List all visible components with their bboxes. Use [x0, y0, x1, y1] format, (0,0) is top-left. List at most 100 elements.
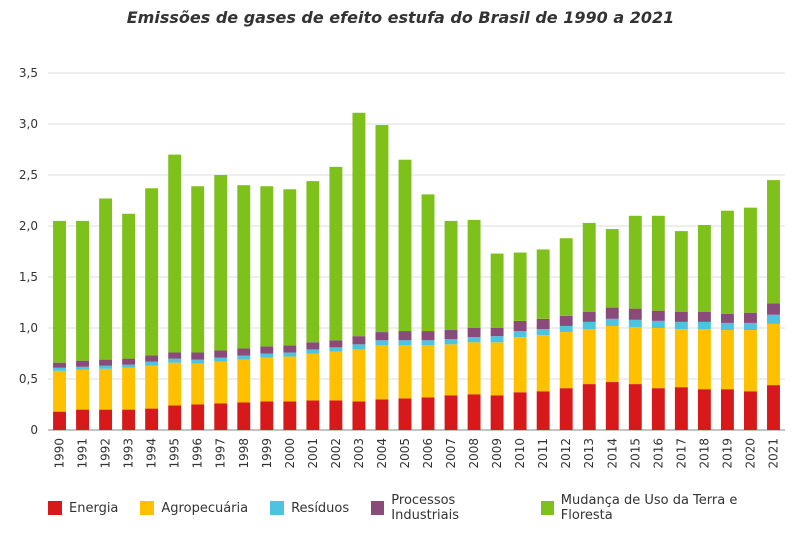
- bar-segment: [536, 329, 550, 336]
- x-tick-label: 2007: [444, 438, 458, 469]
- bar-segment: [168, 405, 182, 430]
- y-tick-label: 0: [30, 423, 38, 437]
- bar-segment: [559, 388, 573, 430]
- bar-segment: [536, 249, 550, 319]
- bar-segment: [306, 400, 320, 430]
- chart-title: Emissões de gases de efeito estufa do Br…: [126, 8, 675, 27]
- bar-segment: [559, 332, 573, 389]
- bar-segment: [398, 331, 412, 341]
- bar-segment: [536, 318, 550, 330]
- y-tick-label: 2,5: [19, 168, 38, 182]
- bar-segment: [582, 384, 596, 430]
- bar-segment: [99, 409, 113, 430]
- bar-segment: [260, 353, 274, 358]
- bar-segment: [283, 189, 297, 346]
- bar-segment: [398, 159, 412, 332]
- bar-segment: [214, 361, 228, 404]
- bar-segment: [536, 335, 550, 392]
- bar-segment: [490, 336, 504, 343]
- bar-segment: [467, 342, 481, 395]
- bar-segment: [582, 222, 596, 312]
- bar-segment: [329, 351, 343, 401]
- legend-label: Processos Industriais: [391, 493, 460, 523]
- bar-segment: [260, 186, 274, 347]
- bar-segment: [651, 215, 665, 311]
- x-tick-label: 2009: [490, 438, 504, 469]
- bar-segment: [76, 360, 89, 367]
- x-tick-label: 2006: [421, 438, 435, 469]
- x-tick-label: 2004: [375, 438, 389, 469]
- bar-segment: [767, 303, 780, 315]
- bar-segment: [767, 385, 780, 430]
- x-tick-label: 2021: [766, 438, 780, 469]
- bar-segment: [306, 181, 320, 343]
- bar-segment: [651, 328, 665, 389]
- x-tick-label: 1999: [260, 438, 274, 469]
- x-tick-label: 2013: [582, 438, 596, 469]
- bar-segment: [398, 345, 412, 399]
- bar-segment: [490, 395, 504, 430]
- bar-segment: [145, 188, 159, 356]
- bar-segment: [214, 357, 228, 362]
- legend-label: Mudança de Uso da Terra e Floresta: [560, 493, 738, 523]
- bar-segment: [651, 310, 665, 321]
- bar-segment: [53, 362, 66, 368]
- x-tick-label: 2015: [628, 438, 642, 469]
- bar-segment: [767, 314, 780, 324]
- bar-segment: [329, 400, 343, 430]
- bar-segment: [352, 336, 366, 345]
- bar-segment: [513, 337, 527, 393]
- bar-segment: [76, 366, 89, 370]
- bar-segment: [375, 399, 389, 430]
- bar-segment: [168, 358, 182, 363]
- x-tick-label: 2002: [329, 438, 343, 469]
- bar-segment: [674, 231, 688, 312]
- legend-label: Energia: [69, 500, 119, 516]
- bar-segment: [329, 166, 343, 341]
- bar-segment: [421, 194, 435, 332]
- bar-segment: [421, 331, 435, 341]
- bar-segment: [651, 320, 665, 328]
- bar-segment: [559, 325, 573, 333]
- bar-segment: [375, 332, 389, 341]
- bar-segment: [674, 387, 688, 430]
- x-tick-label: 1998: [237, 438, 251, 469]
- bar-segment: [513, 320, 527, 332]
- bar-segment: [605, 307, 619, 319]
- bar-segment: [720, 389, 734, 430]
- bar-segment: [237, 359, 251, 403]
- x-tick-label: 2017: [674, 438, 688, 469]
- bar-segment: [99, 198, 113, 360]
- bar-segment: [559, 315, 573, 326]
- bar-segment: [444, 220, 458, 331]
- bar-segment: [191, 359, 205, 364]
- bar-segment: [306, 349, 320, 354]
- x-tick-label: 1997: [214, 438, 228, 469]
- bar-segment: [122, 367, 136, 410]
- y-tick-label: 2,0: [19, 219, 38, 233]
- bar-segment: [720, 210, 734, 314]
- bar-segment: [122, 364, 136, 368]
- bar-segment: [237, 185, 251, 349]
- bar-segment: [720, 330, 734, 390]
- bar-segment: [628, 384, 642, 430]
- bar-segment: [697, 224, 711, 312]
- bar-segment: [191, 186, 205, 353]
- bar-segment: [651, 388, 665, 430]
- x-axis: 1990 1991 1992 1993 1994 1995 1996 1997 1998 1999…: [53, 438, 781, 469]
- bar-segment: [421, 340, 435, 346]
- bar-segment: [582, 321, 596, 330]
- x-tick-label: 1996: [191, 438, 205, 469]
- bar-segment: [421, 345, 435, 398]
- bar-segment: [76, 409, 89, 430]
- bar-segment: [283, 352, 297, 357]
- bar-segment: [76, 220, 89, 361]
- bar-segment: [697, 321, 711, 330]
- bar-segment: [582, 329, 596, 385]
- bar-segment: [214, 175, 228, 351]
- grid-lines: [48, 72, 785, 431]
- x-tick-label: 2019: [720, 438, 734, 469]
- bar-segment: [697, 389, 711, 430]
- bar-segment: [536, 391, 550, 430]
- bar-segment: [375, 340, 389, 346]
